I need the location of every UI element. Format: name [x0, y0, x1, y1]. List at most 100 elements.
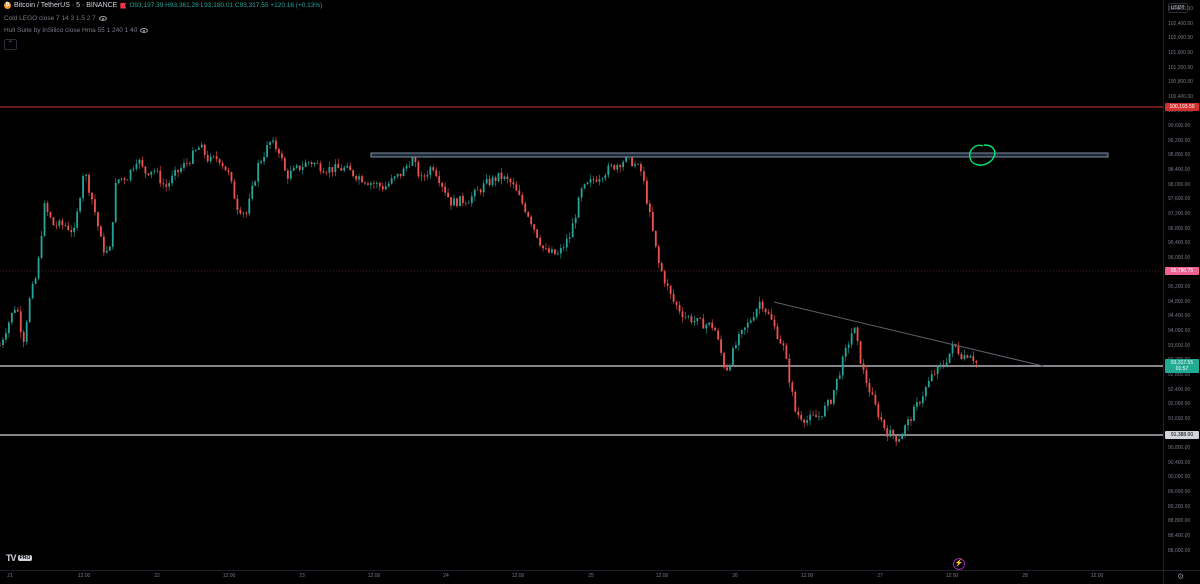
candle-body	[696, 318, 699, 321]
candle-body	[562, 247, 565, 249]
candle-body	[444, 186, 447, 193]
price-tick: 95,200.00	[1168, 284, 1191, 291]
candle-body	[239, 209, 242, 214]
candle-body	[637, 164, 639, 165]
chart-area[interactable]: ₿ Bitcoin / TetherUS · 5 · BINANCE O93,1…	[0, 0, 1163, 570]
candle-body	[117, 179, 120, 183]
candle-body	[307, 162, 310, 163]
candle-body	[459, 195, 461, 207]
descending-trendline	[773, 301, 1044, 367]
candle-body	[251, 185, 254, 199]
candle-body	[589, 179, 592, 183]
candle-body	[844, 347, 847, 357]
candle-body	[37, 257, 40, 279]
price-chart[interactable]	[0, 0, 1163, 570]
candle-body	[215, 156, 218, 160]
candle-body	[913, 406, 915, 421]
symbol-legend[interactable]: ₿ Bitcoin / TetherUS · 5 · BINANCE O93,1…	[4, 2, 322, 9]
currency-selector[interactable]: USDT	[1168, 3, 1188, 13]
price-tick: 101,600.00	[1168, 49, 1194, 56]
candle-body	[292, 167, 295, 171]
price-tick: 88,000.00	[1168, 547, 1191, 554]
price-tick: 100,000.00	[1168, 108, 1194, 115]
eye-icon[interactable]	[98, 16, 107, 21]
candle-body	[183, 163, 185, 168]
candle-body	[732, 348, 734, 365]
candle-body	[396, 173, 399, 177]
candle-body	[156, 170, 159, 172]
candle-body	[310, 162, 313, 165]
tradingview-logo: TV PRO	[6, 553, 33, 563]
candle-body	[263, 156, 265, 162]
candle-body	[82, 175, 84, 199]
candle-body	[488, 178, 491, 186]
candle-body	[114, 182, 117, 223]
candle-body	[723, 352, 725, 368]
candle-body	[364, 182, 366, 184]
candle-body	[10, 312, 13, 323]
candle-body	[387, 183, 390, 187]
candle-body	[269, 141, 271, 145]
candle-body	[815, 415, 817, 418]
candle-body	[645, 180, 648, 204]
candle-body	[343, 167, 346, 171]
candle-body	[340, 168, 343, 171]
price-tick: 90,800.00	[1168, 445, 1191, 452]
candle-body	[97, 212, 99, 227]
candle-body	[619, 165, 622, 168]
candle-body	[497, 172, 500, 182]
candle-body	[735, 345, 737, 349]
candle-body	[266, 144, 268, 157]
flag-icon[interactable]	[120, 2, 127, 9]
candle-body	[402, 168, 405, 177]
candle-body	[414, 157, 417, 162]
price-axis[interactable]: USDT 102,800.00 102,400.00 102,000.00 101,6…	[1163, 0, 1200, 570]
candle-body	[180, 167, 182, 172]
candle-body	[245, 212, 248, 214]
candle-body	[61, 220, 64, 226]
candle-body	[779, 338, 782, 344]
candle-body	[367, 183, 369, 185]
candle-body	[601, 178, 604, 180]
collapse-legend-button[interactable]: ⌃	[4, 39, 17, 50]
time-label: 25	[588, 573, 594, 579]
candle-body	[381, 186, 384, 190]
candle-body	[257, 162, 260, 182]
candle-body	[150, 171, 153, 175]
time-axis[interactable]: 21 12:00 22 12:00 23 12:00 24 12:00 25 12:00 26 12:…	[0, 570, 1163, 584]
candle-body	[690, 316, 693, 323]
candle-body	[399, 173, 402, 177]
candle-body	[770, 313, 773, 320]
candle-body	[657, 246, 660, 264]
candle-body	[159, 170, 162, 184]
indicator-2-label: Hull Suite by InSilico close Hma 55 1 24…	[4, 27, 138, 34]
resistance-zone-rectangle	[370, 152, 1109, 158]
candle-body	[818, 416, 820, 418]
indicator-legend-2[interactable]: Hull Suite by InSilico close Hma 55 1 24…	[4, 27, 149, 34]
candle-body	[729, 364, 731, 371]
eye-icon[interactable]	[140, 28, 149, 33]
candle-body	[236, 198, 239, 210]
flash-icon[interactable]: ⚡	[953, 558, 965, 570]
indicator-legend-1[interactable]: Cold LEGO close 7 14 3 1.5 2 7	[4, 15, 107, 22]
candle-body	[64, 225, 67, 226]
symbol-title[interactable]: Bitcoin / TetherUS · 5 · BINANCE	[14, 2, 118, 9]
price-tick: 94,000.00	[1168, 328, 1191, 335]
candle-body	[355, 176, 357, 180]
settings-icon[interactable]: ⚙	[1177, 572, 1185, 581]
candle-body	[281, 153, 283, 159]
candle-body	[559, 247, 562, 254]
price-tick: 102,000.00	[1168, 35, 1194, 42]
candle-body	[643, 171, 645, 181]
candle-body	[509, 178, 512, 183]
time-label: 22	[154, 573, 160, 579]
current-price-value: 93,317.55	[1170, 360, 1194, 366]
time-label: 21	[7, 573, 13, 579]
candle-body	[648, 203, 651, 212]
candle-body	[132, 168, 135, 170]
candle-body	[58, 220, 61, 226]
candle-body	[135, 163, 138, 169]
price-tick: 96,400.00	[1168, 240, 1191, 247]
candle-body	[491, 177, 494, 186]
candle-body	[500, 172, 503, 179]
